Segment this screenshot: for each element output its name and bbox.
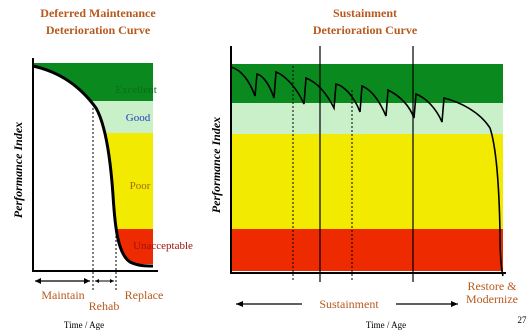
right-zone-unacceptable xyxy=(231,229,503,271)
label-restore-line1: Restore & xyxy=(468,279,518,293)
right-panel: Sustainment Deterioration Curve Performa… xyxy=(209,6,518,330)
rehab-arrow-right-head xyxy=(110,279,114,283)
left-deterioration-curve xyxy=(32,64,154,268)
label-maintain: Maintain xyxy=(41,288,84,302)
label-rehab: Rehab xyxy=(89,299,120,313)
label-restore-line2: Modernize xyxy=(466,292,518,306)
left-time-age: Time / Age xyxy=(64,320,104,330)
maintain-arrow-right-head xyxy=(84,278,90,284)
zone-label-good: Good xyxy=(126,112,151,124)
label-sustainment: Sustainment xyxy=(319,297,379,311)
maintain-arrow-left-head xyxy=(35,278,41,284)
right-yaxis-label: Performance Index xyxy=(209,117,223,213)
left-panel: Deferred Maintenance Deterioration Curve… xyxy=(11,6,193,330)
rehab-arrow-left-head xyxy=(95,279,99,283)
sustainment-arrow-right-head xyxy=(451,301,458,307)
right-zone-excellent xyxy=(231,64,503,103)
sustainment-curve xyxy=(230,66,504,277)
page-number: 27 xyxy=(518,315,528,325)
zone-label-unacceptable: Unacceptable xyxy=(133,240,193,252)
left-yaxis-label: Performance Index xyxy=(11,122,25,218)
left-title-line1: Deferred Maintenance xyxy=(40,6,156,20)
right-time-age: Time / Age xyxy=(366,320,406,330)
label-replace: Replace xyxy=(125,288,164,302)
left-title-line2: Deterioration Curve xyxy=(46,23,151,37)
sustainment-label-bg xyxy=(302,296,396,310)
right-title-line1: Sustainment xyxy=(333,6,397,20)
right-title-line2: Deterioration Curve xyxy=(313,23,418,37)
right-zone-good xyxy=(231,103,503,134)
right-zone-poor xyxy=(231,134,503,229)
sustainment-arrow-left-head xyxy=(236,301,243,307)
zone-label-excellent: Excellent xyxy=(115,84,157,96)
zone-label-poor: Poor xyxy=(130,180,151,192)
